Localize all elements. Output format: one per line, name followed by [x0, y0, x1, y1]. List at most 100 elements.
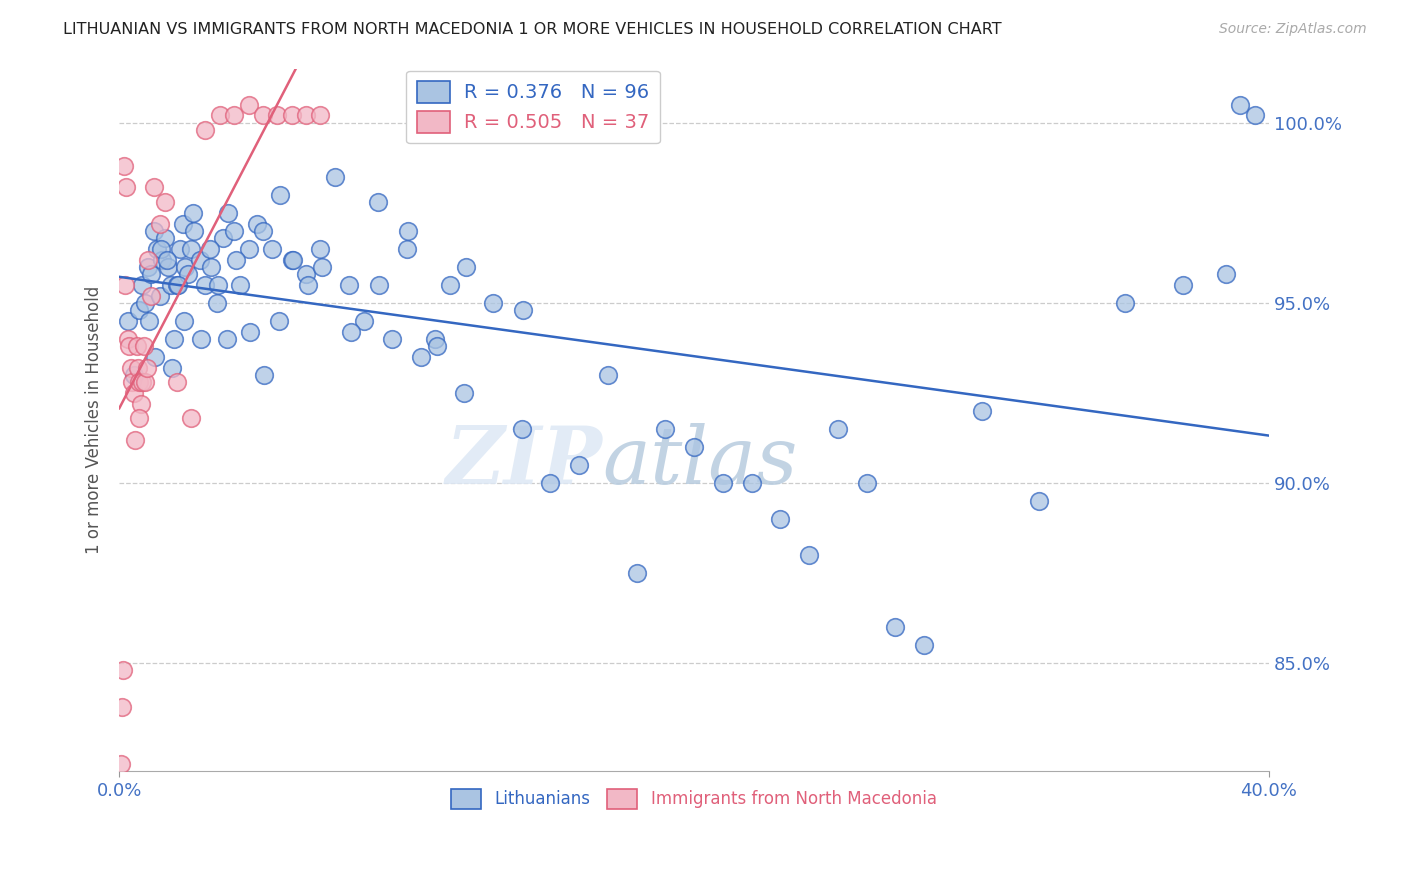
Point: [143, 350, 166, 364]
Point: [267, 314, 290, 328]
Point: [229, 277, 252, 292]
Point: [114, 277, 136, 292]
Point: [124, 433, 146, 447]
Point: [118, 339, 141, 353]
Point: [1243, 108, 1265, 122]
Point: [912, 638, 935, 652]
Point: [323, 169, 346, 184]
Point: [132, 339, 155, 353]
Point: [260, 242, 283, 256]
Point: [110, 757, 132, 772]
Point: [252, 108, 274, 122]
Point: [1215, 267, 1237, 281]
Point: [181, 205, 204, 219]
Point: [120, 360, 142, 375]
Y-axis label: 1 or more Vehicles in Household: 1 or more Vehicles in Household: [86, 285, 103, 554]
Point: [160, 277, 183, 292]
Point: [711, 476, 734, 491]
Point: [1229, 97, 1251, 112]
Point: [626, 566, 648, 581]
Point: [266, 108, 288, 122]
Point: [224, 108, 246, 122]
Point: [150, 252, 173, 267]
Point: [139, 267, 162, 281]
Point: [283, 252, 305, 267]
Point: [172, 217, 194, 231]
Point: [138, 314, 160, 328]
Point: [148, 217, 170, 231]
Point: [129, 397, 152, 411]
Point: [239, 325, 262, 339]
Point: [180, 411, 202, 425]
Point: [131, 375, 153, 389]
Point: [395, 242, 418, 256]
Point: [207, 277, 229, 292]
Point: [155, 194, 177, 209]
Text: ZIP: ZIP: [446, 424, 602, 501]
Point: [683, 440, 706, 454]
Point: [149, 242, 172, 256]
Point: [827, 422, 849, 436]
Point: [215, 332, 238, 346]
Point: [425, 332, 447, 346]
Point: [115, 180, 138, 194]
Point: [112, 159, 135, 173]
Point: [1028, 494, 1050, 508]
Point: [117, 314, 139, 328]
Point: [156, 252, 179, 267]
Point: [136, 252, 159, 267]
Legend: Lithuanians, Immigrants from North Macedonia: Lithuanians, Immigrants from North Maced…: [444, 782, 943, 816]
Point: [453, 385, 475, 400]
Point: [194, 277, 217, 292]
Text: Source: ZipAtlas.com: Source: ZipAtlas.com: [1219, 22, 1367, 37]
Point: [122, 385, 145, 400]
Point: [218, 205, 240, 219]
Point: [741, 476, 763, 491]
Point: [167, 277, 190, 292]
Point: [797, 548, 820, 562]
Point: [148, 288, 170, 302]
Point: [654, 422, 676, 436]
Point: [769, 512, 792, 526]
Point: [128, 303, 150, 318]
Point: [128, 375, 150, 389]
Point: [510, 422, 533, 436]
Point: [295, 267, 318, 281]
Point: [166, 277, 188, 292]
Text: atlas: atlas: [602, 424, 797, 501]
Point: [134, 295, 156, 310]
Point: [125, 339, 148, 353]
Point: [194, 123, 217, 137]
Point: [198, 242, 221, 256]
Point: [174, 260, 197, 274]
Point: [381, 332, 404, 346]
Point: [127, 360, 149, 375]
Point: [142, 224, 165, 238]
Point: [855, 476, 877, 491]
Point: [297, 277, 319, 292]
Point: [163, 332, 186, 346]
Point: [211, 231, 233, 245]
Point: [225, 252, 247, 267]
Point: [970, 404, 993, 418]
Point: [337, 277, 360, 292]
Point: [177, 267, 200, 281]
Text: LITHUANIAN VS IMMIGRANTS FROM NORTH MACEDONIA 1 OR MORE VEHICLES IN HOUSEHOLD CO: LITHUANIAN VS IMMIGRANTS FROM NORTH MACE…: [63, 22, 1002, 37]
Point: [367, 194, 389, 209]
Point: [188, 252, 211, 267]
Point: [309, 108, 332, 122]
Point: [169, 242, 191, 256]
Point: [238, 97, 260, 112]
Point: [884, 620, 907, 634]
Point: [205, 295, 228, 310]
Point: [224, 224, 246, 238]
Point: [111, 699, 134, 714]
Point: [1171, 277, 1194, 292]
Point: [180, 242, 202, 256]
Point: [280, 252, 302, 267]
Point: [142, 180, 165, 194]
Point: [368, 277, 391, 292]
Point: [596, 368, 619, 382]
Point: [134, 375, 156, 389]
Point: [200, 260, 222, 274]
